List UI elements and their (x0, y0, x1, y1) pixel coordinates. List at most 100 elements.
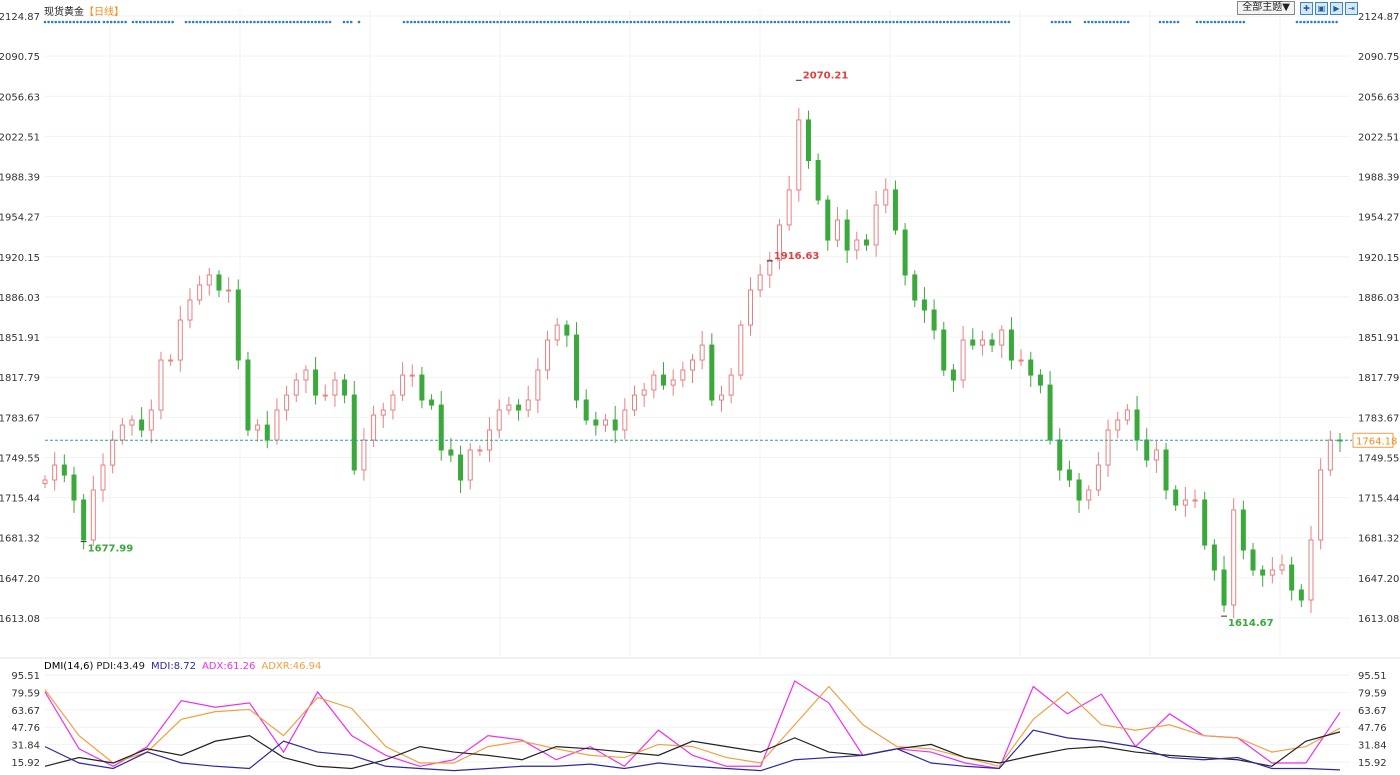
candle-body (390, 394, 396, 411)
event-marker (647, 20, 651, 24)
event-marker (1169, 20, 1173, 24)
event-marker (1158, 20, 1162, 24)
event-marker (1313, 20, 1317, 24)
candle-body (264, 424, 270, 441)
event-marker (705, 20, 708, 24)
event-marker (267, 20, 271, 24)
candle-body (506, 404, 512, 411)
candle-body (1037, 374, 1043, 386)
event-marker (766, 20, 769, 24)
event-marker (79, 20, 83, 24)
candle-body (313, 369, 319, 396)
event-marker (899, 20, 903, 24)
event-marker (1195, 20, 1199, 24)
event-marker (1302, 20, 1306, 24)
candle-body (612, 419, 618, 431)
event-marker (564, 20, 568, 24)
event-marker (109, 20, 113, 24)
candle-body (467, 449, 473, 481)
event-marker (1007, 20, 1011, 24)
event-marker (427, 20, 431, 24)
event-marker (72, 20, 76, 24)
event-marker (589, 20, 593, 24)
dmi-line-adxr (44, 685, 1341, 767)
event-marker (942, 20, 946, 24)
event-marker (1202, 20, 1206, 24)
event-marker (303, 20, 307, 24)
event-marker (413, 20, 417, 24)
candle-body (1327, 439, 1333, 471)
candle-body (709, 344, 715, 401)
candle-body (1115, 419, 1121, 431)
crosshair-icon[interactable]: ✚ (1300, 1, 1313, 15)
event-marker (640, 20, 643, 24)
candle-body (863, 239, 869, 246)
go-end-icon[interactable]: ⇥ (1345, 1, 1358, 15)
event-marker (97, 20, 101, 24)
y-tick-left: 2090.75 (0, 52, 40, 63)
candle-body (834, 219, 840, 241)
event-marker (1054, 20, 1057, 24)
event-marker (1206, 20, 1210, 24)
theme-dropdown[interactable]: 全部主题▼ (1237, 1, 1295, 15)
event-marker (597, 20, 600, 24)
y-tick-left: 1647.20 (0, 574, 40, 585)
event-marker (299, 20, 303, 24)
candle-body (718, 394, 724, 401)
event-marker (748, 20, 751, 24)
event-marker (94, 20, 97, 24)
candle-body (496, 409, 502, 431)
event-marker (514, 20, 517, 24)
event-marker (271, 20, 274, 24)
event-marker (1057, 20, 1061, 24)
y-tick-left: 63.67 (11, 706, 40, 717)
candle-body (593, 419, 599, 426)
event-marker (676, 20, 679, 24)
y-tick-right: 31.84 (1358, 741, 1387, 752)
event-marker (571, 20, 575, 24)
event-marker (575, 20, 579, 24)
candle-body (728, 374, 734, 396)
y-tick-right: 1647.20 (1358, 574, 1399, 585)
y-tick-left: 31.84 (11, 741, 40, 752)
event-marker (838, 20, 841, 24)
y-tick-right: 2022.51 (1358, 132, 1399, 143)
event-marker (1101, 20, 1105, 24)
y-tick-right: 1886.03 (1358, 293, 1399, 304)
event-marker (1317, 20, 1320, 24)
period-label[interactable]: 【日线】 (84, 7, 124, 18)
event-marker (870, 20, 874, 24)
candle-body (1134, 409, 1140, 441)
event-marker (661, 20, 665, 24)
event-marker (535, 20, 539, 24)
candle-body (429, 399, 435, 406)
zoom-in-icon[interactable]: ▣ (1315, 1, 1328, 15)
event-marker (651, 20, 654, 24)
candle-body (284, 394, 290, 411)
candle-body (42, 479, 48, 485)
event-marker (993, 20, 996, 24)
event-marker (557, 20, 561, 24)
candle-body (1086, 489, 1092, 501)
y-tick-left: 1715.44 (0, 494, 40, 505)
candle-body (322, 394, 328, 397)
event-marker (253, 20, 256, 24)
event-marker (106, 20, 109, 24)
step-right-icon[interactable]: ▶ (1330, 1, 1343, 15)
event-marker (1235, 20, 1238, 24)
y-tick-left: 1851.91 (0, 333, 40, 344)
y-tick-left: 79.59 (11, 688, 40, 699)
event-marker (773, 20, 777, 24)
event-marker (76, 20, 79, 24)
candle-body (815, 160, 821, 201)
event-marker (708, 20, 712, 24)
event-marker (289, 20, 292, 24)
event-marker (1228, 20, 1231, 24)
event-marker (310, 20, 314, 24)
event-marker (438, 20, 442, 24)
candle-body (1231, 509, 1237, 606)
event-marker (202, 20, 206, 24)
y-tick-right: 63.67 (1358, 706, 1387, 717)
event-marker (1050, 20, 1054, 24)
